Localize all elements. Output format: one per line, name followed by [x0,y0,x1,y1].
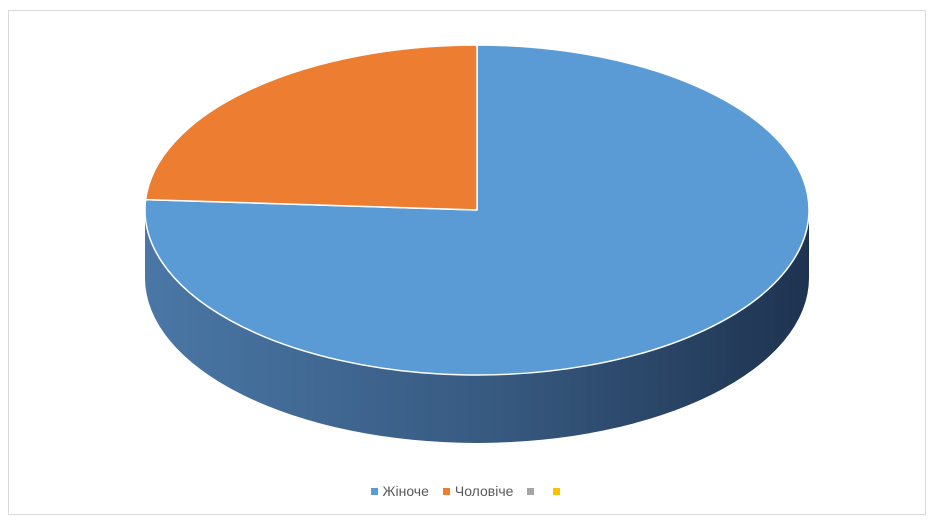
legend: Жіноче Чоловіче [0,483,936,499]
legend-item [553,487,565,495]
legend-swatch [370,487,378,495]
legend-label: Чоловіче [454,483,514,499]
legend-item: Жіноче [370,483,429,499]
pie-slice-side [145,210,809,443]
legend-item: Чоловіче [442,483,514,499]
legend-swatch [527,487,535,495]
legend-swatch [553,487,561,495]
legend-label: Жіноче [382,483,429,499]
legend-swatch [442,487,450,495]
pie-slice [144,44,810,376]
pie-slice [144,44,478,211]
legend-item [527,487,539,495]
